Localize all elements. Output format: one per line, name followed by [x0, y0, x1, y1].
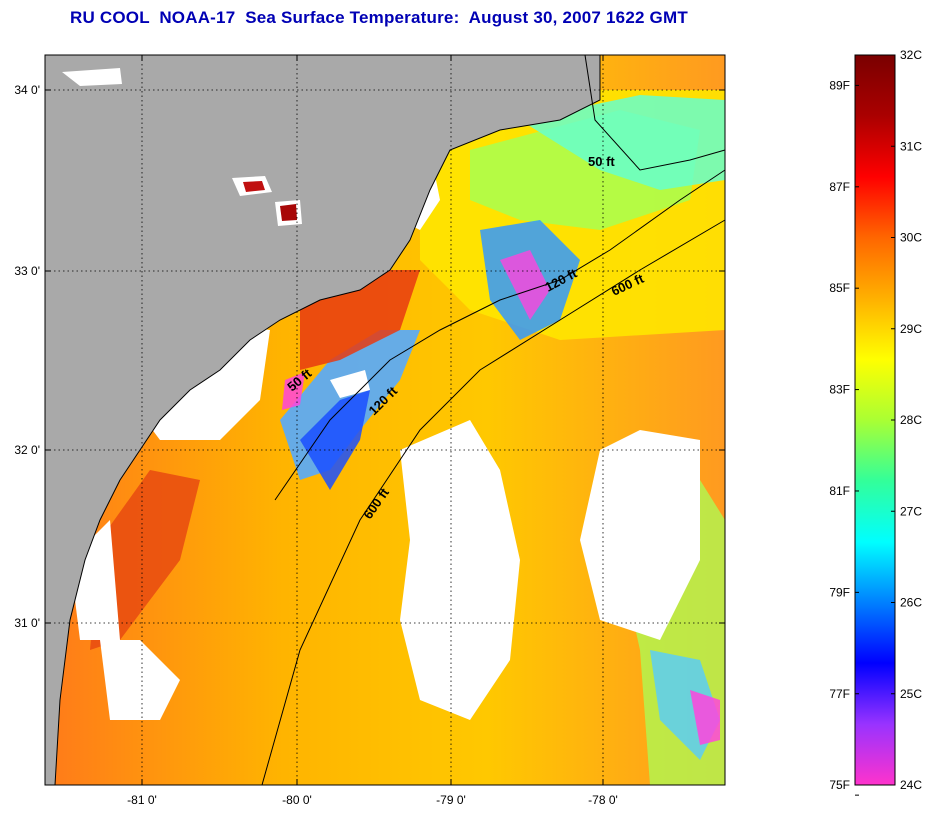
contour-label: 50 ft [588, 154, 615, 169]
lat-tick-label: 33 0' [14, 264, 40, 278]
lon-tick-label: -78 0' [588, 793, 618, 807]
colorbar-fahrenheit-label: 89F [829, 78, 850, 92]
cloud-central [400, 420, 520, 720]
colorbar-fahrenheit-label: 85F [829, 281, 850, 295]
shelf-cyan-region [520, 95, 725, 190]
colorbar-celsius-label: 26C [900, 596, 922, 610]
contour-120ft [274, 169, 726, 501]
colorbar-fahrenheit-label: 81F [829, 484, 850, 498]
lon-tick-label: -79 0' [436, 793, 466, 807]
lat-tick-label: 34 0' [14, 83, 40, 97]
lon-tick-label: -80 0' [282, 793, 312, 807]
contour-600ft [261, 219, 726, 786]
colorbar-celsius-ticks: 32C 31C 30C 29C 28C 27C 26C 25C 24C [891, 48, 922, 792]
colorbar-celsius-label: 28C [900, 413, 922, 427]
cloud-east [580, 430, 700, 640]
colorbar-celsius-label: 24C [900, 778, 922, 792]
coastline [54, 55, 601, 785]
map-title: RU COOL NOAA-17 Sea Surface Temperature:… [70, 8, 688, 27]
contour-50ft [584, 54, 726, 171]
colorbar-celsius-label: 29C [900, 322, 922, 336]
lat-tick-label: 32 0' [14, 443, 40, 457]
lat-tick-label: 31 0' [14, 616, 40, 630]
colorbar-gradient [855, 55, 895, 785]
graticule [45, 55, 725, 785]
colorbar-fahrenheit-label: 77F [829, 687, 850, 701]
colorbar-fahrenheit-label: 79F [829, 585, 850, 599]
tick-marks [45, 55, 725, 785]
lon-tick-labels: -81 0' -80 0' -79 0' -78 0' [127, 793, 618, 807]
map-image [45, 55, 725, 785]
colorbar-celsius-label: 27C [900, 504, 922, 518]
colorbar-fahrenheit-ticks: 89F 87F 85F 83F 81F 79F 77F 75F [829, 78, 859, 796]
nearshore-warm-south [90, 470, 200, 650]
colorbar-fahrenheit-label: 83F [829, 383, 850, 397]
colorbar-celsius-label: 30C [900, 231, 922, 245]
land-area [45, 55, 600, 785]
colorbar-fahrenheit-label: 87F [829, 180, 850, 194]
colorbar: 32C 31C 30C 29C 28C 27C 26C 25C 24C 89F 87F 85F 83F… [829, 48, 922, 796]
map-frame [44, 54, 726, 786]
lon-tick-label: -81 0' [127, 793, 157, 807]
colorbar-fahrenheit-label: 75F [829, 778, 850, 792]
colorbar-celsius-label: 32C [900, 48, 922, 62]
colorbar-celsius-label: 25C [900, 687, 922, 701]
lat-tick-labels: 34 0' 33 0' 32 0' 31 0' [14, 83, 40, 630]
colorbar-celsius-label: 31C [900, 139, 922, 153]
